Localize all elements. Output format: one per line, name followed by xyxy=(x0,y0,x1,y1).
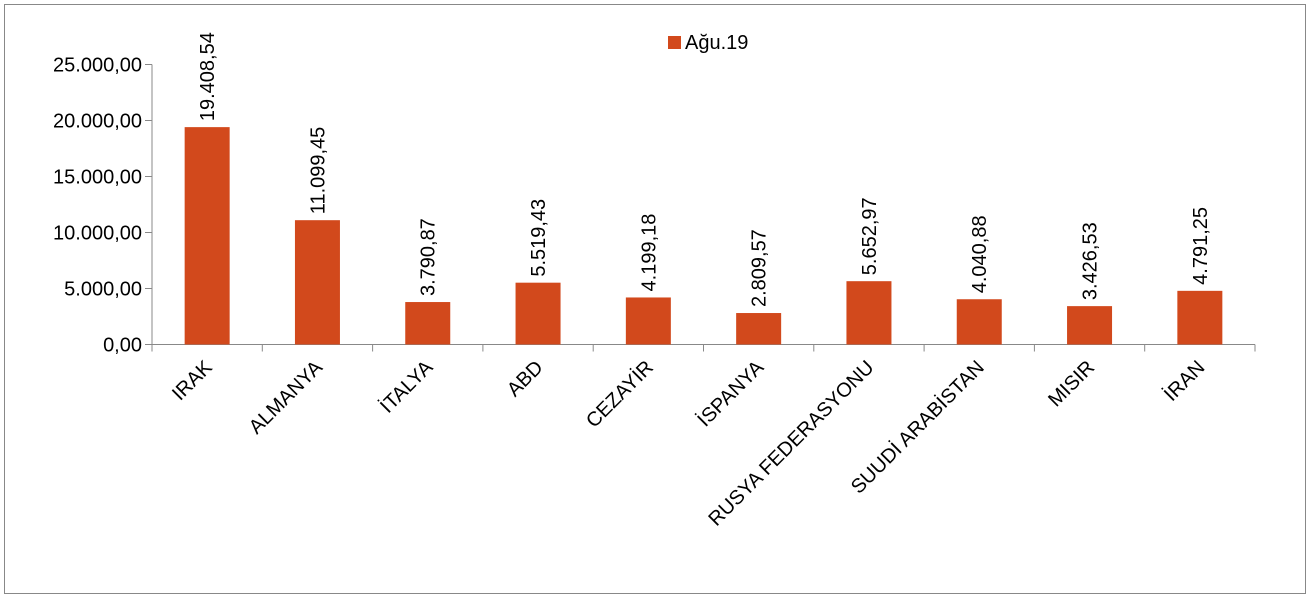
bar xyxy=(1177,290,1223,345)
legend: Ağu.19 xyxy=(668,32,748,54)
data-label: 4.199,18 xyxy=(638,214,660,292)
bar xyxy=(515,282,561,345)
category-label: MISIR xyxy=(1044,356,1099,411)
category-label: İTALYA xyxy=(375,355,437,417)
y-tick-label: 0,00 xyxy=(103,335,142,357)
data-label: 4.040,88 xyxy=(969,215,991,293)
data-label: 11.099,45 xyxy=(307,127,329,215)
bar xyxy=(736,313,782,345)
y-tick-label: 10.000,00 xyxy=(53,223,142,245)
data-label: 2.809,57 xyxy=(749,229,771,307)
bar xyxy=(294,220,340,345)
bar xyxy=(1067,306,1113,345)
data-label: 3.790,87 xyxy=(418,218,440,296)
data-label: 4.791,25 xyxy=(1190,207,1212,285)
bar xyxy=(625,297,671,345)
bars xyxy=(184,127,1223,345)
category-label: ALMANYA xyxy=(245,356,328,439)
data-label: 5.652,97 xyxy=(859,197,881,275)
y-tick-label: 25.000,00 xyxy=(53,55,142,77)
category-labels: IRAK ALMANYA İTALYA ABD CEZAYİR İSPANYARUSYA … xyxy=(168,355,1209,530)
bar xyxy=(846,281,892,345)
category-label: ABD xyxy=(503,356,548,401)
legend-swatch xyxy=(668,36,681,49)
category-label: İRAN xyxy=(1159,356,1209,406)
y-tick-label: 5.000,00 xyxy=(64,279,142,301)
y-tick-label: 20.000,00 xyxy=(53,111,142,133)
y-tick-label: 15.000,00 xyxy=(53,167,142,189)
data-label: 19.408,54 xyxy=(197,32,219,121)
data-label: 3.426,53 xyxy=(1080,222,1102,300)
data-label: 5.519,43 xyxy=(528,199,550,277)
category-label: IRAK xyxy=(168,356,217,405)
data-labels: 19.408,54 11.099,45 3.790,87 5.519,43 4.199,… xyxy=(197,32,1212,307)
bar xyxy=(405,302,451,345)
bar xyxy=(184,127,230,345)
category-label: CEZAYİR xyxy=(581,356,658,433)
legend-label: Ağu.19 xyxy=(685,32,748,54)
category-label: İSPANYA xyxy=(693,355,769,431)
bar xyxy=(956,299,1002,345)
